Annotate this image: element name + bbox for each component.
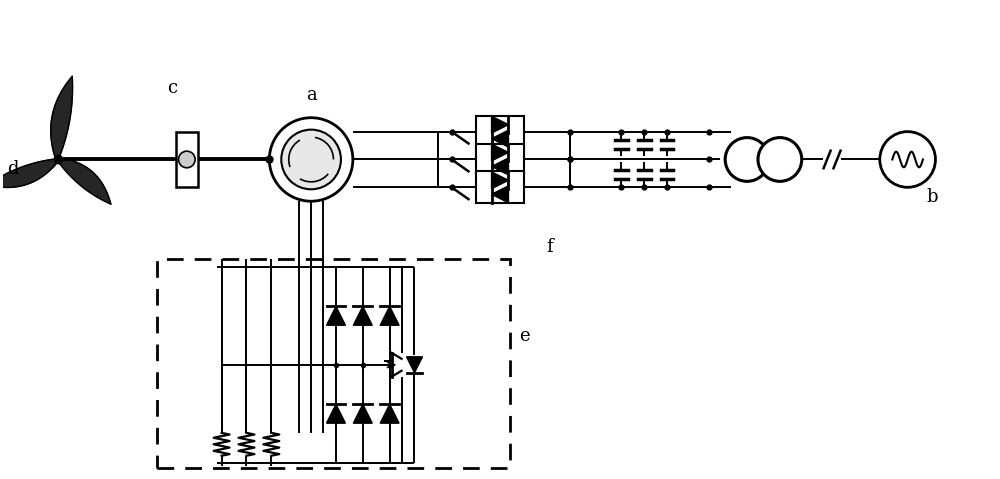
Polygon shape: [353, 404, 372, 423]
Text: d: d: [7, 160, 19, 178]
Polygon shape: [327, 404, 345, 423]
Bar: [176, 132, 198, 187]
Bar: [157, 259, 510, 468]
Bar: [476, 171, 524, 203]
Polygon shape: [51, 76, 73, 160]
Polygon shape: [380, 404, 399, 423]
Polygon shape: [0, 159, 58, 187]
Circle shape: [281, 130, 341, 189]
Circle shape: [758, 137, 802, 182]
Text: f: f: [546, 238, 553, 256]
Circle shape: [725, 137, 769, 182]
Circle shape: [179, 151, 195, 168]
Polygon shape: [492, 116, 508, 133]
Bar: [476, 116, 524, 148]
Polygon shape: [353, 307, 372, 325]
Polygon shape: [492, 186, 508, 203]
Circle shape: [269, 118, 353, 201]
Text: c: c: [167, 79, 177, 97]
Circle shape: [880, 132, 935, 187]
Polygon shape: [492, 158, 508, 175]
Polygon shape: [492, 144, 508, 161]
Polygon shape: [380, 307, 399, 325]
Polygon shape: [57, 158, 111, 204]
Polygon shape: [327, 307, 345, 325]
Text: a: a: [306, 86, 316, 104]
Polygon shape: [407, 357, 422, 373]
Text: e: e: [520, 328, 530, 345]
Polygon shape: [492, 130, 508, 147]
Polygon shape: [492, 172, 508, 189]
Bar: [476, 144, 524, 175]
Text: b: b: [927, 188, 938, 206]
